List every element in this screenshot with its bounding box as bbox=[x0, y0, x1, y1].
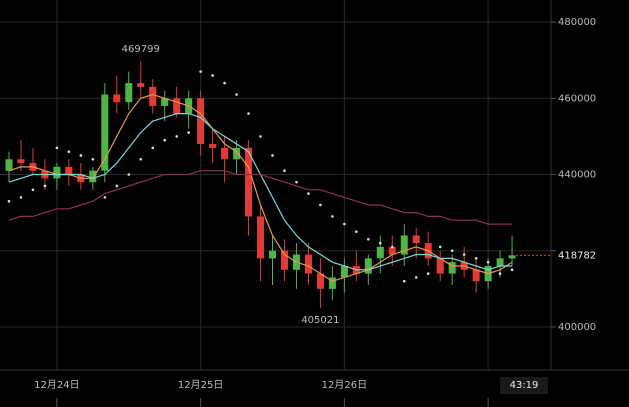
sar-dot bbox=[139, 157, 143, 161]
sar-dot bbox=[19, 196, 23, 199]
candle-body bbox=[53, 166, 61, 179]
candle-body bbox=[5, 159, 13, 171]
sar-dot bbox=[235, 93, 238, 96]
candle-body bbox=[304, 254, 312, 274]
y-tick-label: 460000 bbox=[558, 93, 596, 104]
sar-dot bbox=[199, 70, 202, 73]
candle-body bbox=[316, 273, 324, 289]
y-tick-label: 400000 bbox=[558, 322, 596, 333]
extreme-label: 405021 bbox=[301, 315, 339, 326]
x-tick-label: 12月24日 bbox=[34, 379, 79, 391]
sar-dot bbox=[283, 169, 286, 173]
candle-body bbox=[280, 250, 288, 270]
candle-body bbox=[388, 246, 396, 255]
candle-body bbox=[412, 235, 420, 244]
candle-body bbox=[245, 147, 253, 217]
sar-dot bbox=[390, 245, 394, 249]
candle-body bbox=[89, 170, 97, 183]
sar-dot bbox=[55, 146, 59, 150]
candle-body bbox=[197, 98, 205, 145]
sar-dot bbox=[127, 173, 131, 176]
countdown-box bbox=[500, 377, 548, 394]
candle-body bbox=[137, 83, 145, 87]
sar-dot bbox=[426, 272, 430, 275]
sar-dot bbox=[163, 138, 167, 142]
sar-dot bbox=[103, 196, 107, 199]
candle-body bbox=[65, 166, 73, 175]
sar-dot bbox=[151, 146, 155, 150]
candle-body bbox=[376, 246, 384, 259]
sar-dot bbox=[43, 184, 47, 188]
sar-dot bbox=[379, 241, 382, 245]
sar-dot bbox=[367, 237, 370, 241]
sar-dot bbox=[223, 81, 226, 85]
candle-body bbox=[364, 258, 372, 274]
sar-dot bbox=[414, 276, 418, 279]
sar-dot bbox=[67, 150, 71, 153]
sar-dot bbox=[319, 203, 322, 207]
x-tick-label: 12月25日 bbox=[178, 379, 223, 391]
sar-dot bbox=[7, 199, 11, 203]
candle-body bbox=[496, 258, 504, 266]
sar-dot bbox=[462, 253, 466, 256]
y-tick-label: 440000 bbox=[558, 170, 596, 181]
sar-dot bbox=[91, 157, 95, 161]
sar-dot bbox=[402, 279, 406, 283]
candle-body bbox=[161, 98, 169, 106]
ma-line bbox=[8, 170, 513, 225]
sar-dot bbox=[510, 268, 514, 272]
countdown-label: 43:19 bbox=[510, 380, 539, 391]
last-price-label: 418782 bbox=[558, 250, 596, 261]
sar-dot bbox=[187, 131, 190, 134]
sar-dot bbox=[79, 154, 83, 157]
sar-dot bbox=[331, 215, 334, 218]
candle-body bbox=[436, 258, 444, 274]
candle-body bbox=[400, 235, 408, 255]
candle-body bbox=[257, 216, 265, 259]
candle-body bbox=[149, 86, 157, 106]
sar-dot bbox=[115, 184, 119, 188]
candle-body bbox=[17, 159, 25, 164]
candle-body bbox=[113, 94, 121, 103]
sar-dot bbox=[271, 154, 274, 157]
extreme-label: 469799 bbox=[122, 44, 160, 55]
sar-dot bbox=[307, 192, 310, 195]
candle-body bbox=[508, 255, 516, 259]
candle-body bbox=[173, 98, 181, 114]
candle-body bbox=[125, 83, 133, 103]
sar-dot bbox=[355, 230, 358, 233]
sar-dot bbox=[450, 249, 454, 253]
candle-body bbox=[340, 265, 348, 278]
candle-body bbox=[269, 250, 277, 259]
x-tick-label: 12月26日 bbox=[322, 379, 367, 391]
sar-dot bbox=[259, 135, 262, 138]
sar-dot bbox=[31, 188, 35, 192]
candle-body bbox=[328, 277, 336, 289]
candle-body bbox=[221, 147, 229, 160]
candle-body bbox=[209, 144, 217, 148]
sar-dot bbox=[295, 180, 298, 184]
candle-body bbox=[101, 94, 109, 171]
sar-dot bbox=[498, 272, 502, 275]
sar-dot bbox=[247, 112, 250, 115]
sar-dot bbox=[486, 260, 490, 264]
candle-body bbox=[472, 269, 480, 282]
sar-dot bbox=[175, 135, 178, 138]
candle-body bbox=[448, 262, 456, 274]
sar-dot bbox=[474, 257, 478, 260]
sar-dot bbox=[343, 222, 346, 226]
candle-body bbox=[233, 147, 241, 160]
sar-dot bbox=[211, 74, 214, 77]
y-tick-label: 480000 bbox=[558, 17, 596, 28]
sar-dot bbox=[438, 245, 442, 249]
